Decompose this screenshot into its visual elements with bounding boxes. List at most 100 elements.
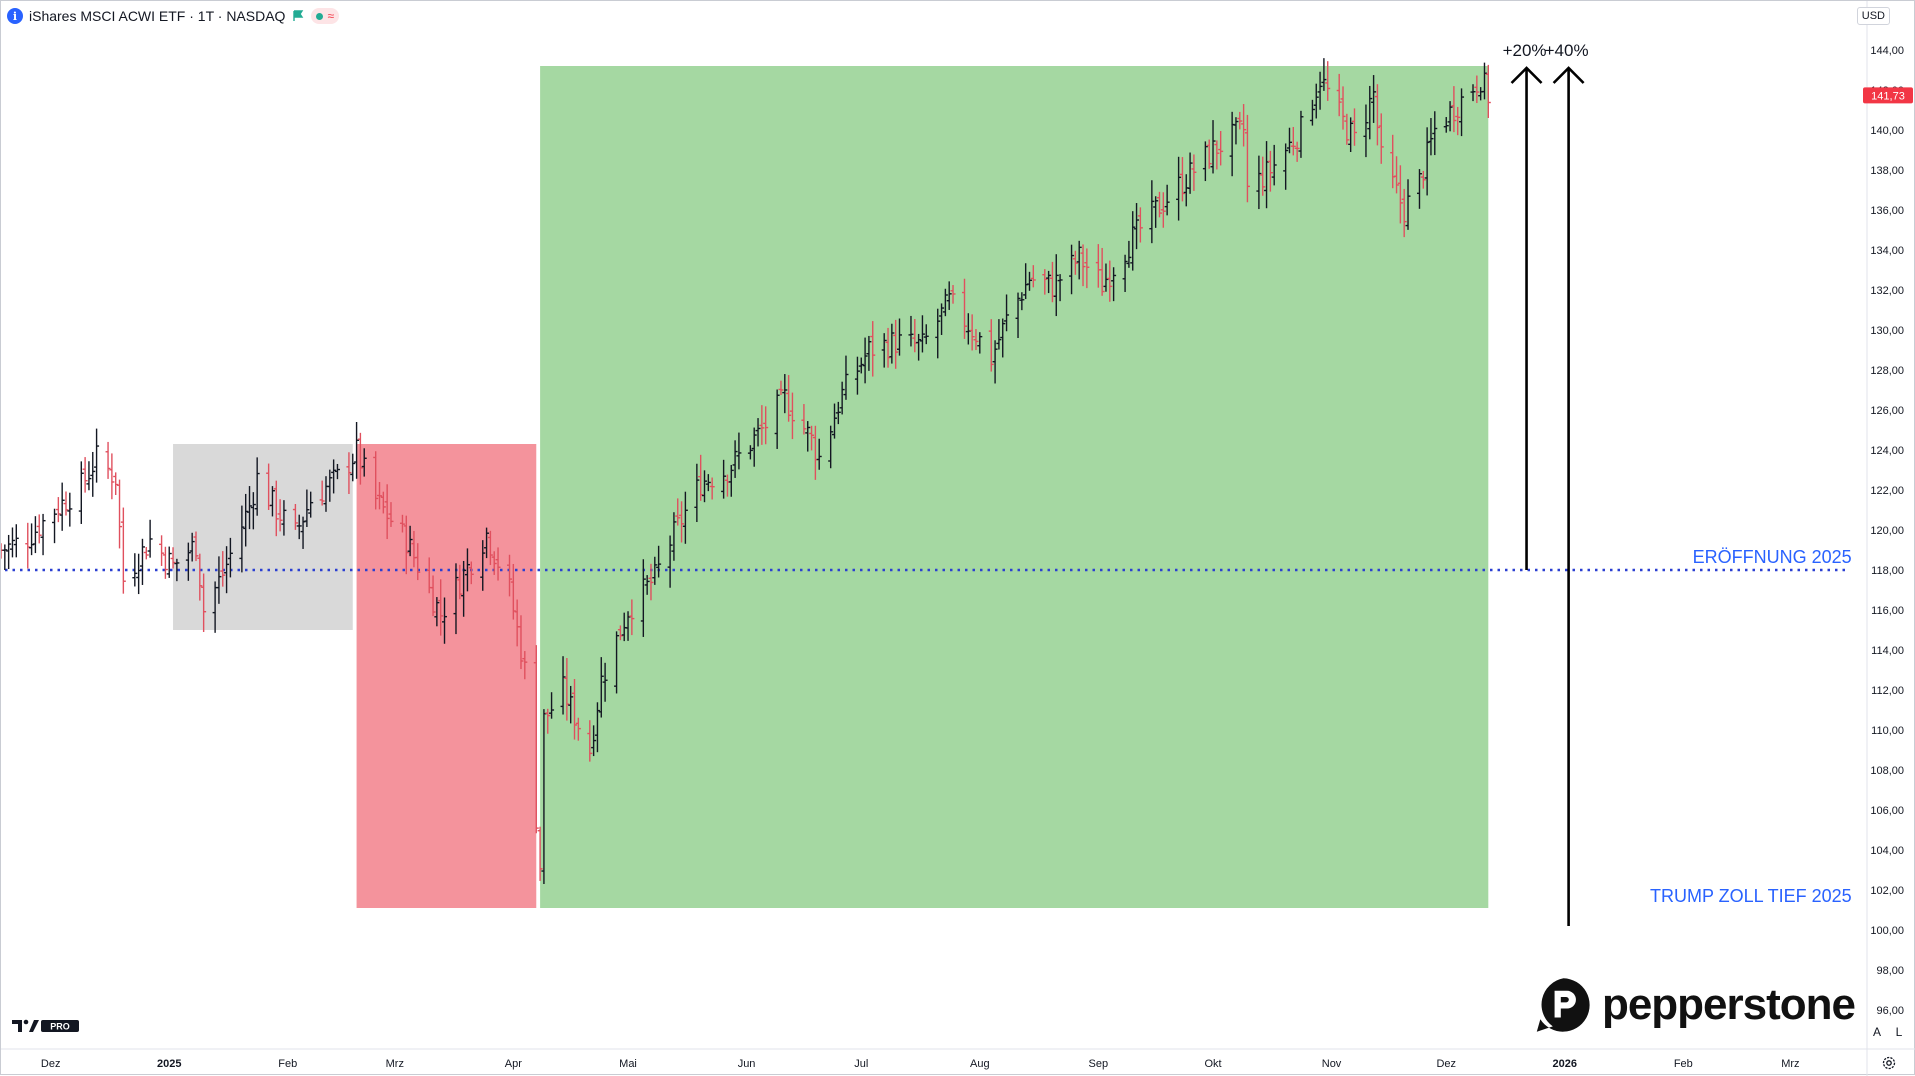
ohlc-bar: [1084, 248, 1090, 289]
ohlc-bar: [801, 404, 807, 435]
ohlc-bar: [308, 491, 314, 518]
y-axis[interactable]: 96,00 98,00 100,00 102,00 104,00 106,00 108,00…: [1866, 1, 1904, 1076]
ohlc-bar: [147, 519, 153, 558]
log-scale-button[interactable]: L: [1895, 1025, 1903, 1039]
ohlc-bar: [694, 463, 700, 523]
flag-icon[interactable]: [291, 9, 305, 23]
arrow-label: +20%: [1503, 41, 1547, 60]
info-icon[interactable]: i: [7, 8, 23, 24]
ohlc-bar: [484, 527, 490, 559]
ohlc-bar: [373, 451, 379, 510]
ohlc-bar: [438, 579, 444, 636]
ohlc-bar: [40, 513, 46, 556]
ohlc-bar: [9, 527, 15, 558]
x-tick-label: Mrz: [386, 1058, 404, 1070]
ohlc-bar: [2, 544, 8, 571]
ohlc-bar: [415, 543, 421, 581]
ohlc-bar: [495, 547, 501, 581]
ohlc-bar: [32, 516, 38, 554]
ohlc-bar: [1374, 84, 1380, 146]
ohlc-bar: [675, 498, 681, 526]
ohlc-bar: [273, 480, 279, 537]
ohlc-bar: [1126, 240, 1132, 268]
opening-2025-label: ERÖFFNUNG 2025: [1693, 547, 1852, 567]
ohlc-bar: [1042, 269, 1048, 295]
ohlc-bar: [1072, 250, 1078, 275]
ohlc-bar: [1046, 270, 1052, 294]
ohlc-bar: [117, 479, 123, 549]
y-tick-label: 96,00: [1876, 1005, 1904, 1017]
y-tick-label: 138,00: [1870, 165, 1904, 177]
ohlc-bar: [1153, 196, 1159, 228]
ohlc-bar: [1179, 157, 1185, 202]
market-status-badge[interactable]: ≈: [311, 8, 340, 24]
symbol-title[interactable]: iShares MSCI ACWI ETF · 1T · NASDAQ: [29, 8, 286, 24]
ohlc-bar: [25, 522, 31, 569]
ohlc-bar: [132, 553, 138, 587]
ohlc-bar: [346, 452, 352, 495]
ohlc-bar: [1283, 143, 1289, 190]
ohlc-bar: [889, 323, 895, 364]
ohlc-bar: [1202, 141, 1208, 182]
y-tick-label: 126,00: [1870, 405, 1904, 417]
ohlc-bar: [591, 725, 597, 757]
y-tick-label: 104,00: [1870, 845, 1904, 857]
x-axis[interactable]: Dez 2025 Feb Mrz Apr Mai Jun Jul Aug Sep Okt Nov Dez…: [1, 1048, 1915, 1070]
ohlc-bar: [1137, 207, 1143, 243]
red-zone: [356, 444, 537, 908]
y-tick-label: 136,00: [1870, 205, 1904, 217]
ohlc-bar: [277, 499, 283, 532]
ohlc-bar: [1160, 192, 1166, 228]
pepperstone-logo: pepperstone: [1535, 973, 1856, 1037]
ohlc-bar: [1290, 126, 1296, 156]
ohlc-bar: [403, 515, 409, 575]
ohlc-bar: [575, 717, 581, 741]
ohlc-bar: [564, 658, 570, 721]
ohlc-bar: [239, 505, 245, 573]
arrow-head: [1510, 66, 1543, 84]
ohlc-bar: [763, 406, 769, 445]
tariff-low-label: TRUMP ZOLL TIEF 2025: [1650, 886, 1852, 906]
ohlc-bar: [174, 558, 180, 582]
y-tick-label: 128,00: [1870, 365, 1904, 377]
ohlc-bar: [854, 356, 860, 395]
ohlc-bar: [789, 392, 795, 440]
ohlc-bar: [1416, 169, 1422, 209]
ohlc-bar: [1210, 120, 1216, 174]
x-tick-label: Apr: [505, 1058, 522, 1070]
x-tick-label: Jun: [738, 1058, 756, 1070]
ohlc-bar: [862, 337, 868, 384]
ohlc-bar: [399, 514, 405, 533]
ohlc-bar: [702, 470, 708, 503]
gear-icon[interactable]: [1881, 1055, 1897, 1071]
auto-scale-button[interactable]: A: [1872, 1025, 1881, 1039]
ohlc-bar: [1026, 271, 1032, 291]
ohlc-bar: [835, 401, 841, 425]
x-tick-label: Okt: [1204, 1058, 1221, 1070]
y-tick-label: 116,00: [1871, 605, 1904, 617]
ohlc-bar: [728, 464, 734, 497]
ohlc-bar: [224, 546, 230, 594]
ohlc-bar: [778, 380, 784, 396]
ohlc-bar: [614, 631, 620, 694]
ohlc-bar: [682, 491, 688, 544]
ohlc-bar: [652, 556, 658, 585]
x-tick-label: Mai: [619, 1058, 637, 1070]
ohlc-bar: [170, 547, 176, 569]
ohlc-bar: [292, 504, 298, 530]
ohlc-bar: [923, 324, 929, 345]
ohlc-bar: [988, 319, 994, 372]
ohlc-bar: [430, 575, 436, 617]
currency-selector[interactable]: USD: [1856, 7, 1890, 25]
ohlc-bar: [162, 546, 168, 579]
ohlc-bar: [487, 530, 493, 565]
ohlc-bar: [625, 611, 631, 641]
tradingview-pro-logo[interactable]: PRO: [11, 1017, 81, 1035]
ohlc-bar: [1420, 170, 1426, 189]
ohlc-bar: [113, 472, 119, 496]
ohlc-bar: [805, 421, 811, 452]
ohlc-bar: [1443, 117, 1449, 133]
ohlc-bar: [143, 547, 149, 560]
arrow-label: +40%: [1545, 41, 1589, 60]
y-tick-label: 144,00: [1870, 45, 1904, 57]
